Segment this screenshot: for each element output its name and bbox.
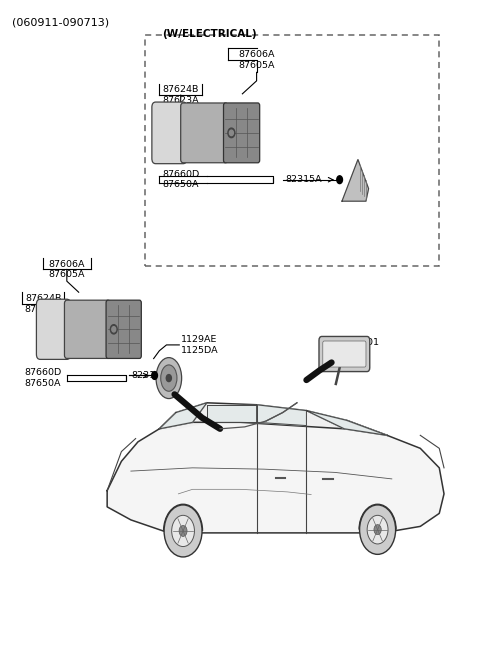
- Text: 1129AE
1125DA: 1129AE 1125DA: [180, 335, 218, 355]
- Text: 87660D
87650A: 87660D 87650A: [162, 170, 199, 190]
- Polygon shape: [257, 405, 306, 426]
- Text: 87624B
87623A: 87624B 87623A: [25, 295, 61, 314]
- Text: 82315A: 82315A: [131, 371, 168, 380]
- Circle shape: [360, 505, 396, 554]
- Circle shape: [164, 505, 202, 557]
- FancyBboxPatch shape: [36, 299, 71, 359]
- FancyBboxPatch shape: [319, 337, 370, 371]
- Circle shape: [229, 130, 233, 136]
- Ellipse shape: [161, 365, 177, 391]
- Bar: [145, 35, 439, 266]
- Polygon shape: [159, 403, 207, 429]
- Circle shape: [374, 525, 381, 535]
- Polygon shape: [159, 403, 387, 436]
- Circle shape: [179, 525, 187, 537]
- Polygon shape: [207, 405, 257, 422]
- FancyBboxPatch shape: [323, 341, 366, 367]
- Text: (060911-090713): (060911-090713): [12, 17, 109, 27]
- Circle shape: [228, 128, 235, 138]
- Polygon shape: [306, 411, 387, 436]
- Ellipse shape: [156, 358, 181, 399]
- FancyBboxPatch shape: [180, 103, 228, 163]
- Circle shape: [367, 516, 388, 544]
- Text: 85101: 85101: [349, 338, 379, 348]
- Circle shape: [112, 327, 116, 332]
- FancyBboxPatch shape: [224, 103, 260, 163]
- Circle shape: [110, 325, 117, 334]
- Polygon shape: [342, 159, 369, 201]
- FancyBboxPatch shape: [64, 300, 110, 358]
- Text: 87606A
87605A: 87606A 87605A: [48, 260, 85, 279]
- Circle shape: [152, 371, 157, 379]
- FancyBboxPatch shape: [106, 300, 141, 358]
- Text: 87606A
87605A: 87606A 87605A: [239, 51, 275, 70]
- Circle shape: [172, 516, 194, 546]
- Circle shape: [337, 176, 343, 184]
- Circle shape: [166, 375, 171, 382]
- Text: 82315A: 82315A: [285, 175, 322, 184]
- Text: 87624B
87623A: 87624B 87623A: [162, 85, 199, 105]
- Polygon shape: [107, 422, 444, 533]
- Text: (W/ELECTRICAL): (W/ELECTRICAL): [162, 29, 256, 39]
- Text: 87660D
87650A: 87660D 87650A: [24, 369, 62, 388]
- FancyBboxPatch shape: [152, 102, 187, 164]
